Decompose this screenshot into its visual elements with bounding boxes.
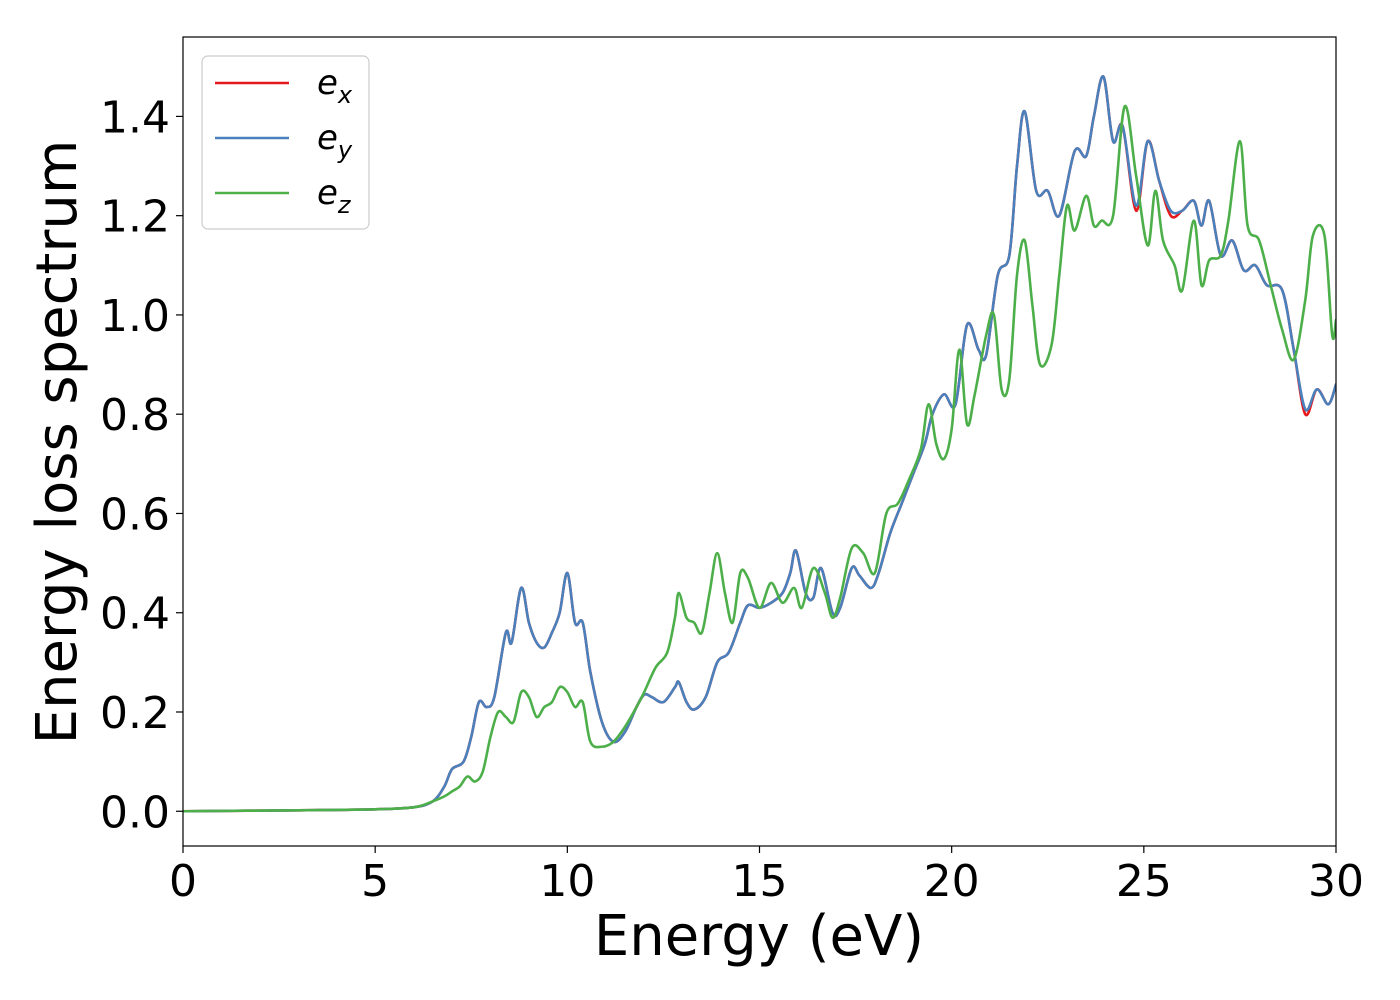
x-axis-ticks: 0 5 10 15 20 25 30 <box>169 846 1364 907</box>
legend-label-ex: ex <box>317 63 353 109</box>
x-tick-label: 10 <box>539 856 595 907</box>
legend-label-subscript: y <box>337 136 353 164</box>
series-line-ez <box>183 104 1336 813</box>
y-tick-label: 1.0 <box>100 291 170 342</box>
legend-label-base: e <box>317 173 338 213</box>
x-tick-label: 5 <box>361 856 389 907</box>
y-axis-label: Energy loss spectrum <box>25 140 90 745</box>
y-tick-label: 1.4 <box>100 92 170 143</box>
legend-label-subscript: z <box>337 191 352 219</box>
x-tick-label: 25 <box>1116 856 1172 907</box>
y-tick-label: 0.8 <box>100 390 170 441</box>
x-tick-label: 15 <box>732 856 788 907</box>
y-tick-label: 0.4 <box>100 589 170 640</box>
x-axis-label: Energy (eV) <box>594 904 924 969</box>
legend-label-ez: ez <box>317 173 352 219</box>
legend-label-subscript: x <box>337 81 353 109</box>
series-line-ey <box>183 75 1336 813</box>
y-tick-label: 0.6 <box>100 489 170 540</box>
x-tick-label: 20 <box>924 856 980 907</box>
y-tick-label: 1.2 <box>100 192 170 243</box>
legend-label-base: e <box>317 63 338 103</box>
y-axis-ticks: 0.0 0.2 0.4 0.6 0.8 1.0 1.2 1.4 <box>100 92 183 838</box>
legend-label-base: e <box>317 118 338 158</box>
legend-label-ey: ey <box>317 118 353 164</box>
y-tick-label: 0.2 <box>100 688 170 739</box>
series-layer <box>183 75 1336 813</box>
x-tick-label: 30 <box>1308 856 1364 907</box>
y-tick-label: 0.0 <box>100 787 170 838</box>
legend-frame <box>201 55 370 230</box>
x-tick-label: 0 <box>169 856 197 907</box>
